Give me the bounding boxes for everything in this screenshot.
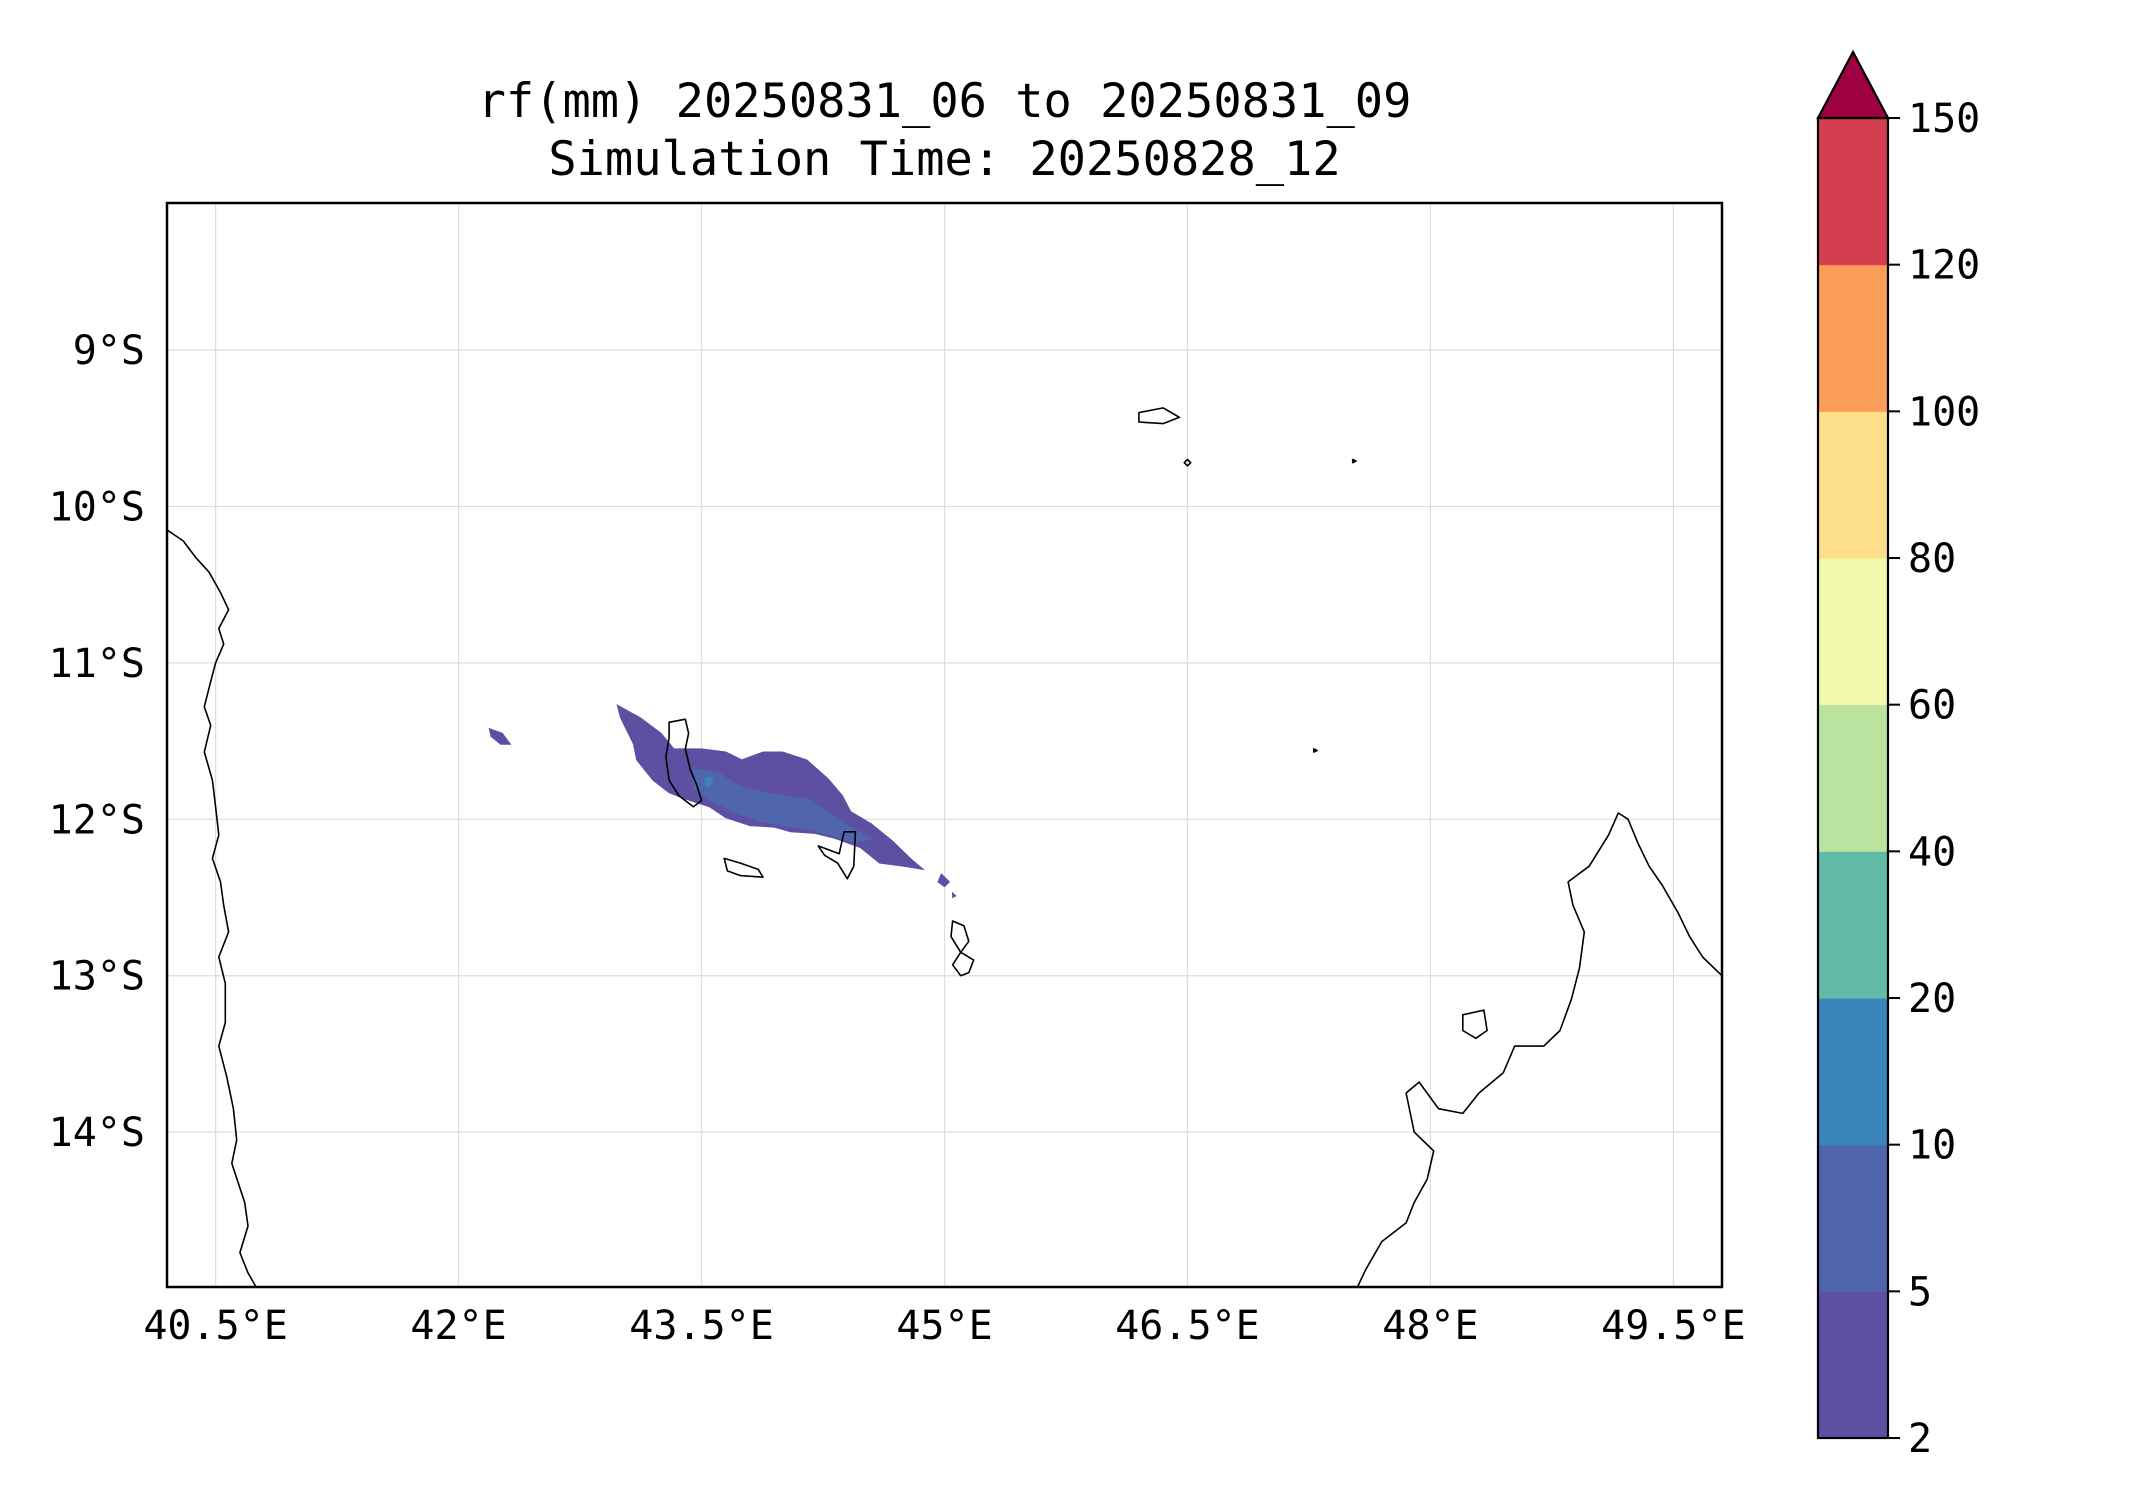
rainfall-area	[952, 891, 957, 899]
latitude-ticks: 9°S 10°S 11°S 12°S 13°S 14°S	[49, 328, 145, 1156]
colorbar-tick-label: 150	[1908, 96, 1980, 142]
lon-tick-label: 48°E	[1382, 1303, 1478, 1349]
lon-tick-label: 42°E	[410, 1303, 506, 1349]
rainfall-area	[704, 776, 714, 788]
map-frame	[165, 201, 1724, 1289]
rainfall-area	[937, 873, 951, 888]
rainfall-area	[616, 704, 926, 871]
colorbar-tick-label: 5	[1908, 1269, 1932, 1315]
coastline-africa-mainland	[167, 529, 257, 1287]
coastline-moheli	[723, 857, 764, 879]
colorbar-segment	[1818, 998, 1888, 1146]
colorbar: 2 5 10 20 40 60 80 100 120 150	[1816, 49, 1980, 1462]
colorbar-tick-label: 80	[1908, 536, 1956, 582]
colorbar-outline	[1816, 116, 1890, 1440]
lon-tick-label: 46.5°E	[1115, 1303, 1260, 1349]
rainfall-layer	[488, 704, 957, 899]
lat-tick-label: 12°S	[49, 797, 145, 843]
colorbar-segment	[1818, 851, 1888, 999]
colorbar-extend-arrow	[1816, 49, 1890, 120]
rainfall-area	[692, 768, 873, 844]
rainfall-area	[488, 727, 512, 745]
colorbar-segment	[1818, 1144, 1888, 1292]
colorbar-segment	[1818, 558, 1888, 706]
lat-tick-label: 11°S	[49, 641, 145, 687]
colorbar-segment	[1818, 118, 1888, 266]
lat-tick-label: 10°S	[49, 484, 145, 530]
colorbar-segment	[1818, 411, 1888, 559]
colorbar-segment	[1818, 704, 1888, 852]
coastline-assumption	[1183, 458, 1192, 467]
colorbar-tick-label: 10	[1908, 1123, 1956, 1169]
coastline-cosmoledo	[1351, 458, 1357, 464]
colorbar-segment	[1818, 1291, 1888, 1439]
coastline-aldabra	[1138, 407, 1181, 425]
coastline-anjouan	[817, 830, 857, 880]
coastline-madagascar	[1356, 812, 1722, 1287]
colorbar-tick-label: 40	[1908, 829, 1956, 875]
gridlines	[167, 203, 1722, 1287]
lon-tick-label: 43.5°E	[629, 1303, 774, 1349]
lon-tick-label: 40.5°E	[143, 1303, 288, 1349]
coastline-mayotte	[950, 920, 975, 977]
lon-tick-label: 45°E	[896, 1303, 992, 1349]
lat-tick-label: 14°S	[49, 1110, 145, 1156]
colorbar-tick-label: 20	[1908, 976, 1956, 1022]
colorbar-tick-label: 120	[1908, 243, 1980, 289]
map-subtitle: Simulation Time: 20250828_12	[548, 132, 1341, 187]
colorbar-tick-label: 2	[1908, 1416, 1932, 1462]
lon-tick-label: 49.5°E	[1601, 1303, 1746, 1349]
colorbar-tick-label: 100	[1908, 389, 1980, 435]
colorbar-tick-label: 60	[1908, 683, 1956, 729]
coastline-grande-comore	[665, 718, 703, 808]
coastline-glorieuses	[1313, 748, 1318, 753]
lat-tick-label: 13°S	[49, 954, 145, 1000]
colorbar-segment	[1818, 264, 1888, 412]
coastline-nosy-be	[1462, 1009, 1488, 1040]
map-title: rf(mm) 20250831_06 to 20250831_09	[477, 74, 1412, 129]
longitude-ticks: 40.5°E 42°E 43.5°E 45°E 46.5°E 48°E 49.5°E	[143, 1303, 1745, 1349]
lat-tick-label: 9°S	[73, 328, 145, 374]
coastline-layer	[167, 407, 1722, 1287]
